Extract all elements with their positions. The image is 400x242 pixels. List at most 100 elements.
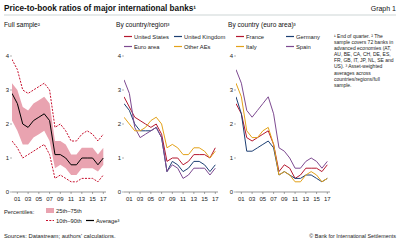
- legend-title: Percentiles:: [4, 209, 35, 215]
- y-tick-label: 4: [118, 53, 122, 59]
- x-tick: [241, 192, 242, 194]
- x-tick-label: 11: [180, 196, 187, 202]
- y-tick-label: 2: [118, 121, 122, 127]
- x-tick-label: 01: [126, 196, 133, 202]
- footnotes: ¹ End of quarter. ² The sample covers 72…: [334, 33, 398, 88]
- x-tick: [150, 192, 151, 194]
- x-tick-label: 09: [169, 196, 176, 202]
- x-tick-label: 09: [281, 196, 288, 202]
- x-tick-label: 09: [57, 196, 64, 202]
- x-tick-label: 13: [190, 196, 197, 202]
- x-axis: [124, 192, 218, 193]
- panel-title: Full sample²: [4, 21, 41, 29]
- series-line: [124, 104, 215, 172]
- y-tick-label: 0: [118, 189, 122, 195]
- x-tick: [49, 192, 50, 194]
- y-tick: [122, 192, 124, 193]
- x-tick-label: 07: [158, 196, 165, 202]
- legend-swatch: [236, 36, 244, 37]
- x-tick-label: 07: [46, 196, 53, 202]
- series-line: [124, 97, 215, 165]
- y-tick-label: 3: [230, 87, 234, 93]
- panel: By country/region³0123401030507091113151…: [116, 21, 225, 202]
- x-tick: [28, 192, 29, 194]
- series-line: [12, 141, 103, 182]
- series-line: [124, 80, 215, 179]
- figure: Price-to-book ratios of major internatio…: [0, 0, 400, 242]
- x-tick: [60, 192, 61, 194]
- x-tick-label: 11: [292, 196, 299, 202]
- y-tick: [234, 56, 236, 57]
- x-tick: [38, 192, 39, 194]
- x-tick: [129, 192, 130, 194]
- legend-swatch: [174, 36, 182, 37]
- y-tick-label: 2: [6, 121, 10, 127]
- panel: Full sample²01234010305070911131517Perce…: [4, 21, 119, 224]
- plot-area: [236, 70, 327, 182]
- legend-swatch: [236, 46, 244, 47]
- x-tick-label: 17: [100, 196, 107, 202]
- legend-swatch: [124, 36, 132, 37]
- plot-area: [12, 59, 103, 181]
- x-tick-label: 11: [68, 196, 75, 202]
- y-tick-label: 1: [6, 155, 10, 161]
- legend-label: United States: [134, 34, 169, 40]
- legend-label: 25th–75th: [56, 208, 82, 214]
- legend-label: 10th–90th: [56, 218, 82, 224]
- x-tick-label: 17: [212, 196, 219, 202]
- series-line: [12, 93, 103, 164]
- x-tick-label: 15: [89, 196, 96, 202]
- y-tick: [10, 56, 12, 57]
- y-tick: [122, 124, 124, 125]
- x-tick-label: 13: [302, 196, 309, 202]
- y-tick-label: 1: [118, 155, 122, 161]
- x-tick: [17, 192, 18, 194]
- x-tick-label: 15: [201, 196, 208, 202]
- y-tick: [10, 192, 12, 193]
- series-line: [236, 83, 327, 182]
- title-rule: [4, 15, 396, 16]
- x-tick-label: 07: [270, 196, 277, 202]
- x-tick-label: 01: [238, 196, 245, 202]
- x-tick: [161, 192, 162, 194]
- y-tick: [122, 56, 124, 57]
- x-tick: [316, 192, 317, 194]
- x-tick-label: 05: [36, 196, 43, 202]
- x-tick: [215, 192, 216, 194]
- y-tick-label: 1: [230, 155, 234, 161]
- legend-label: Italy: [246, 44, 257, 50]
- sources: Sources: Datastream; authors' calculatio…: [4, 233, 116, 239]
- y-tick: [122, 158, 124, 159]
- panel: By country (euro area)³01234010305070911…: [228, 21, 331, 202]
- legend-label: Spain: [296, 44, 311, 50]
- x-axis: [236, 192, 330, 193]
- legend: FranceGermanyItalySpain: [236, 34, 320, 50]
- x-tick: [81, 192, 82, 194]
- y-tick: [10, 90, 12, 91]
- x-tick: [103, 192, 104, 194]
- x-axis: [12, 192, 106, 193]
- legend-label: Germany: [296, 34, 320, 40]
- x-tick: [204, 192, 205, 194]
- graph-label: Graph 1: [371, 5, 396, 13]
- y-tick-label: 4: [6, 53, 10, 59]
- y-tick: [234, 158, 236, 159]
- y-tick: [234, 124, 236, 125]
- x-tick: [284, 192, 285, 194]
- legend-swatch: [174, 46, 182, 47]
- x-tick-label: 05: [260, 196, 267, 202]
- y-tick-label: 3: [118, 87, 122, 93]
- y-tick-label: 4: [230, 53, 234, 59]
- x-tick: [193, 192, 194, 194]
- x-tick: [183, 192, 184, 194]
- series-line: [12, 59, 103, 141]
- legend-swatch: [46, 220, 54, 221]
- x-tick-label: 03: [249, 196, 256, 202]
- x-tick-label: 15: [313, 196, 320, 202]
- y-tick-label: 0: [6, 189, 10, 195]
- y-tick: [234, 192, 236, 193]
- panel-title: By country/region³: [116, 21, 170, 29]
- x-tick-label: 03: [25, 196, 32, 202]
- legend: Percentiles:25th–75th10th–90thAverage³: [4, 208, 119, 224]
- y-tick-label: 0: [230, 189, 234, 195]
